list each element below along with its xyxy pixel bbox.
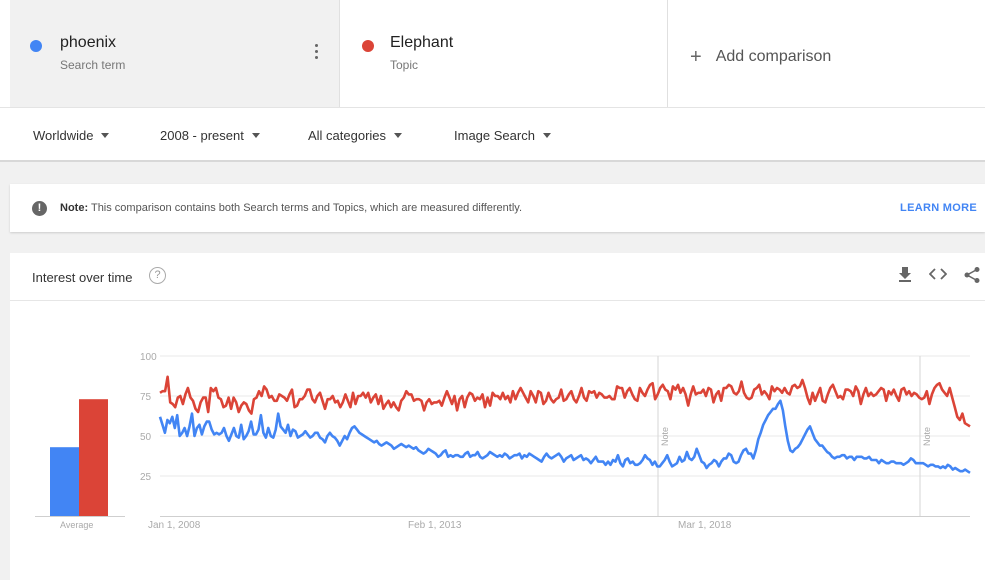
term-name: Elephant [390,34,454,51]
filter-bar: Worldwide 2008 - present All categories … [0,108,985,162]
property-filter-label: Image Search [454,128,535,143]
card-title: Interest over time [32,270,133,285]
term-card-phoenix[interactable]: phoenix Search term [10,0,340,107]
caret-down-icon [251,133,260,138]
category-filter[interactable]: All categories [308,128,403,143]
embed-icon[interactable] [928,266,948,285]
y-tick-label: 100 [140,352,157,363]
series-color-dot [362,40,374,52]
term-type: Search term [60,58,126,72]
download-icon[interactable] [898,266,912,285]
share-icon[interactable] [963,266,981,287]
note-banner: ! Note: This comparison contains both Se… [10,184,985,232]
annotation-label: Note [922,427,932,446]
region-filter-label: Worldwide [33,128,94,143]
caret-down-icon [101,133,110,138]
x-tick-label: Feb 1, 2013 [408,520,462,531]
series-color-dot [30,40,42,52]
x-tick-label: Jan 1, 2008 [148,520,201,531]
help-icon[interactable]: ? [149,267,166,284]
average-label: Average [60,520,93,530]
note-text: Note: This comparison contains both Sear… [60,202,522,214]
term-type: Topic [390,58,419,72]
note-message: This comparison contains both Search ter… [90,202,523,214]
caret-down-icon [542,133,551,138]
average-bar-elephant [79,399,108,516]
category-filter-label: All categories [308,128,387,143]
annotation-label: Note [660,427,670,446]
more-options-icon[interactable] [315,44,319,62]
x-tick-label: Mar 1, 2018 [678,520,732,531]
comparison-bar: phoenix Search term Elephant Topic + Add … [0,0,985,108]
learn-more-link[interactable]: LEARN MORE [900,202,977,214]
term-name: phoenix [60,34,117,51]
note-label: Note: [60,202,89,214]
series-line-phoenix [158,399,971,474]
exclamation-icon: ! [32,201,47,216]
time-filter[interactable]: 2008 - present [160,128,260,143]
add-comparison-label: Add comparison [715,48,832,65]
add-comparison-button[interactable]: + Add comparison [690,44,832,68]
property-filter[interactable]: Image Search [454,128,551,143]
region-filter[interactable]: Worldwide [33,128,110,143]
series-line-elephant [159,375,971,428]
term-card-elephant[interactable]: Elephant Topic [340,0,668,107]
time-filter-label: 2008 - present [160,128,244,143]
average-bar-phoenix [50,447,79,516]
y-tick-label: 25 [140,472,152,483]
interest-over-time-card: Interest over time ? 100 75 50 25 Jan 1, 200… [10,253,985,580]
y-tick-label: 75 [140,392,152,403]
card-header: Interest over time ? [10,253,985,301]
y-tick-label: 50 [140,432,152,443]
caret-down-icon [394,133,403,138]
interest-chart: 100 75 50 25 Jan 1, 2008 Feb 1, 2013 Mar 1, 20… [35,352,971,531]
plus-icon: + [690,46,702,68]
